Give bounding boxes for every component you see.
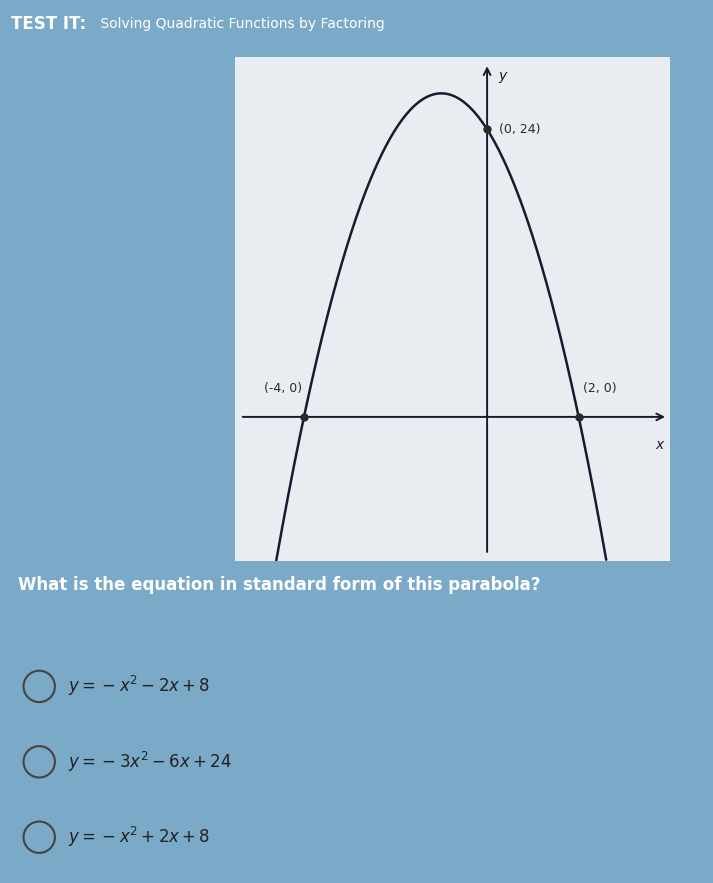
Text: $y = -x^2 - 2x + 8$: $y = -x^2 - 2x + 8$ xyxy=(68,675,210,698)
Text: $y = -3x^2 - 6x + 24$: $y = -3x^2 - 6x + 24$ xyxy=(68,750,231,774)
Text: Solving Quadratic Functions by Factoring: Solving Quadratic Functions by Factoring xyxy=(96,18,385,31)
Text: (2, 0): (2, 0) xyxy=(583,382,617,396)
Text: 1 of 8 Q: 1 of 8 Q xyxy=(649,627,695,640)
Text: x: x xyxy=(655,439,663,452)
Text: $y = -x^2 + 2x + 8$: $y = -x^2 + 2x + 8$ xyxy=(68,826,210,849)
Text: (0, 24): (0, 24) xyxy=(498,123,540,136)
Text: y: y xyxy=(498,70,507,83)
Text: What is the equation in standard form of this parabola?: What is the equation in standard form of… xyxy=(18,576,540,594)
Text: TEST IT:: TEST IT: xyxy=(11,15,86,34)
Text: (-4, 0): (-4, 0) xyxy=(264,382,302,396)
